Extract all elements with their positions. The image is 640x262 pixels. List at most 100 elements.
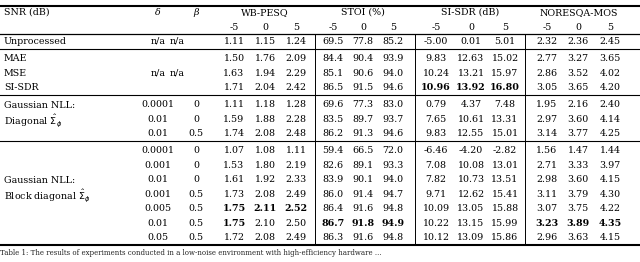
Text: 84.4: 84.4 [323,54,344,63]
Text: 2.16: 2.16 [568,100,589,109]
Text: 15.01: 15.01 [492,129,518,138]
Text: 0.01: 0.01 [147,219,168,228]
Text: Gaussian NLL:
Diagonal $\hat{\Sigma}_{\phi}$: Gaussian NLL: Diagonal $\hat{\Sigma}_{\p… [4,101,76,129]
Text: -5: -5 [542,23,552,31]
Text: 3.23: 3.23 [536,219,559,228]
Text: 0: 0 [193,146,199,155]
Text: 13.05: 13.05 [458,204,484,213]
Text: 2.10: 2.10 [255,219,275,228]
Text: 5: 5 [607,23,613,31]
Text: 0.0001: 0.0001 [141,146,175,155]
Text: 2.28: 2.28 [285,115,307,124]
Text: 1.88: 1.88 [255,115,275,124]
Text: 1.11: 1.11 [285,146,307,155]
Text: 89.1: 89.1 [353,161,374,170]
Text: -2.82: -2.82 [493,146,517,155]
Text: n/a: n/a [150,69,166,78]
Text: β: β [193,8,199,17]
Text: 0: 0 [193,175,199,184]
Text: 1.92: 1.92 [255,175,276,184]
Text: 83.0: 83.0 [383,100,404,109]
Text: 13.21: 13.21 [458,69,484,78]
Text: 4.14: 4.14 [600,115,621,124]
Text: 2.52: 2.52 [284,204,308,213]
Text: 89.7: 89.7 [353,115,374,124]
Text: n/a: n/a [150,37,166,46]
Text: 0: 0 [262,23,268,31]
Text: 86.7: 86.7 [321,219,344,228]
Text: 2.32: 2.32 [536,37,557,46]
Text: 1.73: 1.73 [223,190,244,199]
Text: 1.53: 1.53 [223,161,244,170]
Text: 0.5: 0.5 [188,219,204,228]
Text: 12.55: 12.55 [458,129,484,138]
Text: 15.41: 15.41 [492,190,518,199]
Text: 1.47: 1.47 [568,146,589,155]
Text: 3.79: 3.79 [568,190,589,199]
Text: n/a: n/a [170,37,184,46]
Text: 91.6: 91.6 [353,233,374,242]
Text: 4.20: 4.20 [600,83,621,92]
Text: SI-SDR (dB): SI-SDR (dB) [442,8,500,17]
Text: Gaussian NLL:
Block diagonal $\hat{\Sigma}_{\phi}$: Gaussian NLL: Block diagonal $\hat{\Sigm… [4,176,90,204]
Text: 0.0001: 0.0001 [141,100,175,109]
Text: 0: 0 [468,23,474,31]
Text: 1.18: 1.18 [255,100,275,109]
Text: 1.94: 1.94 [255,69,276,78]
Text: 2.49: 2.49 [285,190,307,199]
Text: 94.6: 94.6 [382,129,404,138]
Text: 0.01: 0.01 [147,129,168,138]
Text: 0.005: 0.005 [145,204,172,213]
Text: 94.0: 94.0 [383,175,404,184]
Text: Table 1: The results of experiments conducted in a low-noise environment with hi: Table 1: The results of experiments cond… [0,249,381,257]
Text: 86.0: 86.0 [323,190,344,199]
Text: 94.8: 94.8 [383,204,404,213]
Text: 2.04: 2.04 [255,83,275,92]
Text: 4.30: 4.30 [600,190,621,199]
Text: 13.09: 13.09 [458,233,484,242]
Text: 93.3: 93.3 [382,161,404,170]
Text: 1.72: 1.72 [223,233,244,242]
Text: 3.89: 3.89 [566,219,589,228]
Text: 2.86: 2.86 [536,69,557,78]
Text: 4.15: 4.15 [600,175,621,184]
Text: 1.50: 1.50 [223,54,244,63]
Text: 3.60: 3.60 [568,175,589,184]
Text: 2.08: 2.08 [255,129,275,138]
Text: 86.3: 86.3 [323,233,344,242]
Text: 1.15: 1.15 [255,37,276,46]
Text: -4.20: -4.20 [459,146,483,155]
Text: 3.75: 3.75 [568,204,589,213]
Text: 0: 0 [360,23,366,31]
Text: 12.62: 12.62 [458,190,484,199]
Text: SNR (dB): SNR (dB) [4,8,50,17]
Text: -5: -5 [229,23,239,31]
Text: 66.5: 66.5 [352,146,374,155]
Text: δ: δ [155,8,161,17]
Text: 59.4: 59.4 [323,146,344,155]
Text: 2.98: 2.98 [536,175,557,184]
Text: 69.6: 69.6 [323,100,344,109]
Text: 82.6: 82.6 [323,161,344,170]
Text: 10.22: 10.22 [422,219,449,228]
Text: 3.65: 3.65 [567,83,589,92]
Text: WB-PESQ: WB-PESQ [241,8,289,17]
Text: 1.56: 1.56 [536,146,557,155]
Text: 77.8: 77.8 [353,37,374,46]
Text: 10.09: 10.09 [422,204,449,213]
Text: 86.2: 86.2 [323,129,344,138]
Text: 4.02: 4.02 [600,69,621,78]
Text: 10.96: 10.96 [421,83,451,92]
Text: 3.33: 3.33 [567,161,589,170]
Text: 15.02: 15.02 [492,54,518,63]
Text: 2.71: 2.71 [536,161,557,170]
Text: 3.60: 3.60 [568,115,589,124]
Text: 2.49: 2.49 [285,233,307,242]
Text: 1.75: 1.75 [223,204,246,213]
Text: 2.09: 2.09 [285,54,307,63]
Text: 90.4: 90.4 [353,54,374,63]
Text: 13.15: 13.15 [458,219,484,228]
Text: 4.25: 4.25 [600,129,621,138]
Text: 10.73: 10.73 [458,175,484,184]
Text: 3.07: 3.07 [536,204,557,213]
